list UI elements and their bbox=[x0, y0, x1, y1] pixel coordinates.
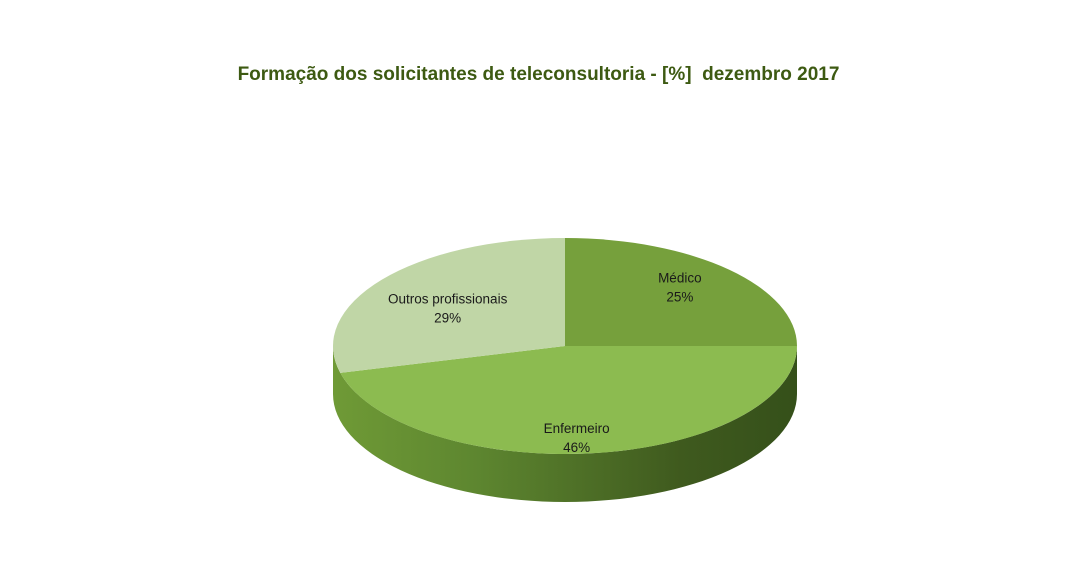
chart-title: Formação dos solicitantes de teleconsult… bbox=[237, 64, 840, 85]
pie-slice-medico bbox=[565, 238, 797, 346]
pie-tops bbox=[332, 238, 797, 454]
pie-sides bbox=[333, 346, 797, 502]
slice-value-outros-profissionais: 29% bbox=[434, 311, 461, 326]
slice-value-enfermeiro: 46% bbox=[563, 440, 590, 455]
pie-slice-outros-profissionais bbox=[332, 238, 565, 373]
pie-side-wall bbox=[333, 346, 797, 502]
slice-label-enfermeiro: Enfermeiro bbox=[544, 421, 610, 436]
slice-label-medico: Médico bbox=[658, 270, 702, 285]
slice-label-outros-profissionais: Outros profissionais bbox=[388, 292, 508, 307]
slice-value-medico: 25% bbox=[666, 289, 693, 304]
pie-slice-enfermeiro bbox=[340, 346, 797, 454]
pie-labels: Médico 25% Enfermeiro 46% Outros profissiona… bbox=[388, 270, 702, 455]
